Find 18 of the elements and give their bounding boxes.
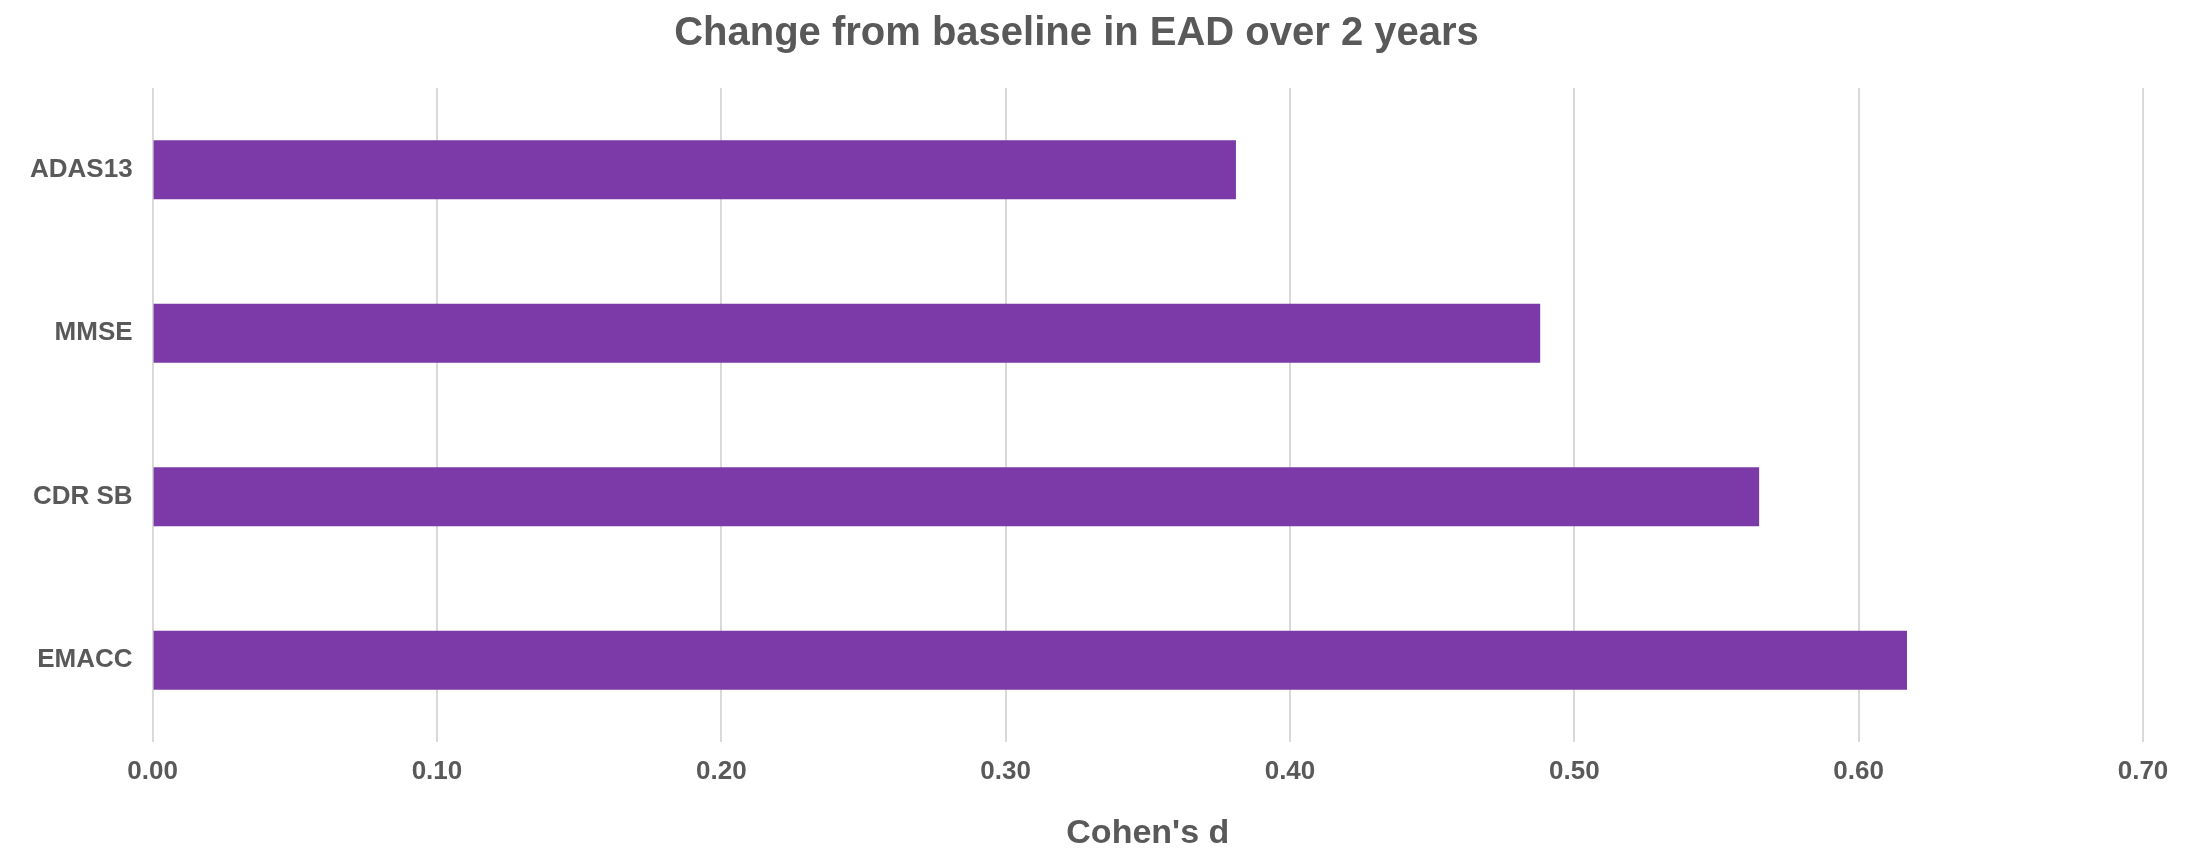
y-tick-label: ADAS13	[30, 152, 133, 183]
chart-title: Change from baseline in EAD over 2 years	[674, 9, 1479, 54]
bar	[153, 303, 1541, 363]
x-tick-label: 0.30	[980, 754, 1031, 785]
bar	[153, 467, 1760, 527]
y-tick-label: MMSE	[54, 316, 133, 347]
x-tick-label: 0.70	[2117, 754, 2169, 785]
x-axis-title: Cohen's d	[1066, 811, 1230, 850]
x-tick-label: 0.10	[411, 754, 463, 785]
x-tick-label: 0.00	[127, 754, 178, 785]
bar	[153, 140, 1236, 200]
bar	[153, 630, 1907, 690]
x-tick-label: 0.60	[1833, 754, 1884, 785]
y-tick-label: EMACC	[37, 643, 133, 674]
y-tick-label: CDR SB	[32, 479, 133, 510]
x-tick-label: 0.40	[1264, 754, 1316, 785]
x-tick-label: 0.50	[1549, 754, 1600, 785]
x-tick-label: 0.20	[695, 754, 747, 785]
